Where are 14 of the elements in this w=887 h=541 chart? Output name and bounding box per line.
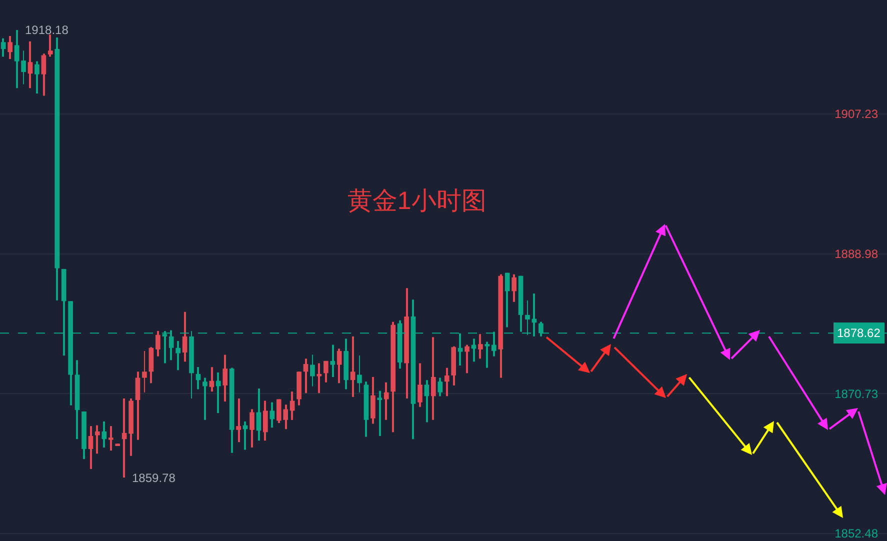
ref-line-label: 1878.62 — [837, 326, 881, 340]
candlestick — [236, 398, 241, 442]
candlestick — [108, 426, 114, 451]
candlestick — [316, 363, 322, 394]
annotation: 1859.78 — [132, 471, 176, 485]
candlestick — [122, 398, 127, 478]
text: 黄金1小时图 — [347, 186, 486, 215]
y-tick-label: 1870.73 — [834, 386, 878, 401]
y-tick-label: 1907.23 — [834, 107, 878, 122]
y-tick-label: 1852.48 — [834, 526, 878, 541]
y-tick-label: 1888.98 — [834, 246, 878, 261]
candlestick — [377, 390, 382, 436]
candlestick — [484, 342, 490, 368]
annotation: 1918.18 — [25, 23, 69, 37]
